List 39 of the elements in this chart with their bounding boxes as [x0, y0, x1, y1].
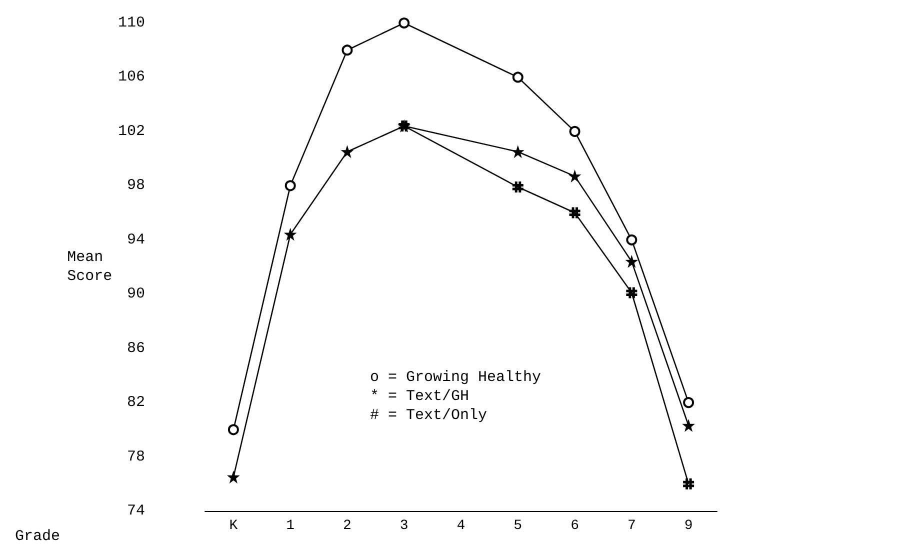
y-tick-label: 90	[126, 286, 145, 303]
point	[512, 146, 524, 158]
point	[228, 472, 239, 483]
point	[683, 420, 694, 432]
x-tick-label: 7	[627, 518, 636, 534]
annotation: * = Text/GH	[370, 388, 470, 405]
point	[512, 72, 524, 83]
y-tick-label: 78	[126, 448, 145, 466]
y-tick-label: 74	[126, 502, 145, 520]
x-tick-label: 5	[514, 518, 522, 534]
x-tick-label: 3	[400, 518, 408, 534]
y-axis-title: Mean Score	[67, 249, 112, 285]
point	[569, 170, 580, 182]
x-tick-label: 1	[286, 518, 295, 534]
x-axis-title: Grade	[14, 528, 60, 545]
y-tick-label: 98	[126, 177, 145, 194]
y-tick-label: 94	[126, 231, 145, 248]
point	[284, 228, 296, 240]
point	[683, 397, 694, 408]
y-tick-label: 106	[118, 68, 145, 86]
y-tick-label: 86	[126, 340, 145, 357]
x-tick-label: 6	[570, 518, 579, 534]
point	[284, 180, 296, 192]
annotation: # = Text/Only	[370, 407, 488, 424]
y-tick-label: 110	[118, 14, 145, 32]
x-tick-label: K	[229, 518, 238, 534]
annotation: o = Growing Healthy	[370, 369, 542, 386]
point	[342, 44, 353, 56]
x-tick-label: 2	[343, 518, 352, 534]
point	[342, 146, 353, 158]
point	[398, 18, 410, 28]
point	[569, 126, 580, 137]
point	[626, 256, 638, 268]
x-tick-label: 4	[456, 518, 466, 534]
y-tick-label: 102	[118, 122, 145, 140]
y-tick-label: 82	[126, 394, 145, 412]
point	[228, 424, 239, 436]
point	[626, 234, 638, 246]
x-tick-label: 9	[684, 518, 693, 534]
